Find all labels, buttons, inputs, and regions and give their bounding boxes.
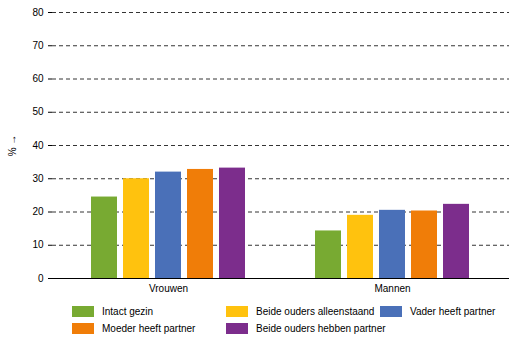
svg-text:20: 20 xyxy=(32,206,44,217)
html-text:Vader heeft partner: Vader heeft partner xyxy=(410,306,496,317)
html-text:Beide ouders hebben partner: Beide ouders hebben partner xyxy=(256,323,386,334)
svg-text:30: 30 xyxy=(32,173,44,184)
svg-text:Mannen: Mannen xyxy=(374,283,410,294)
svg-text:70: 70 xyxy=(32,40,44,51)
svg-text:Vrouwen: Vrouwen xyxy=(149,283,188,294)
html-text:Moeder heeft partner: Moeder heeft partner xyxy=(102,323,196,334)
html-text:Beide ouders alleenstaand: Beide ouders alleenstaand xyxy=(256,306,375,317)
svg-text:60: 60 xyxy=(32,73,44,84)
svg-text:% →: % → xyxy=(7,135,18,157)
html-text:Intact gezin: Intact gezin xyxy=(102,306,154,317)
svg-text:0: 0 xyxy=(38,273,44,284)
svg-text:50: 50 xyxy=(32,106,44,117)
svg-text:40: 40 xyxy=(32,140,44,151)
svg-text:80: 80 xyxy=(32,7,44,18)
svg-text:10: 10 xyxy=(32,239,44,250)
